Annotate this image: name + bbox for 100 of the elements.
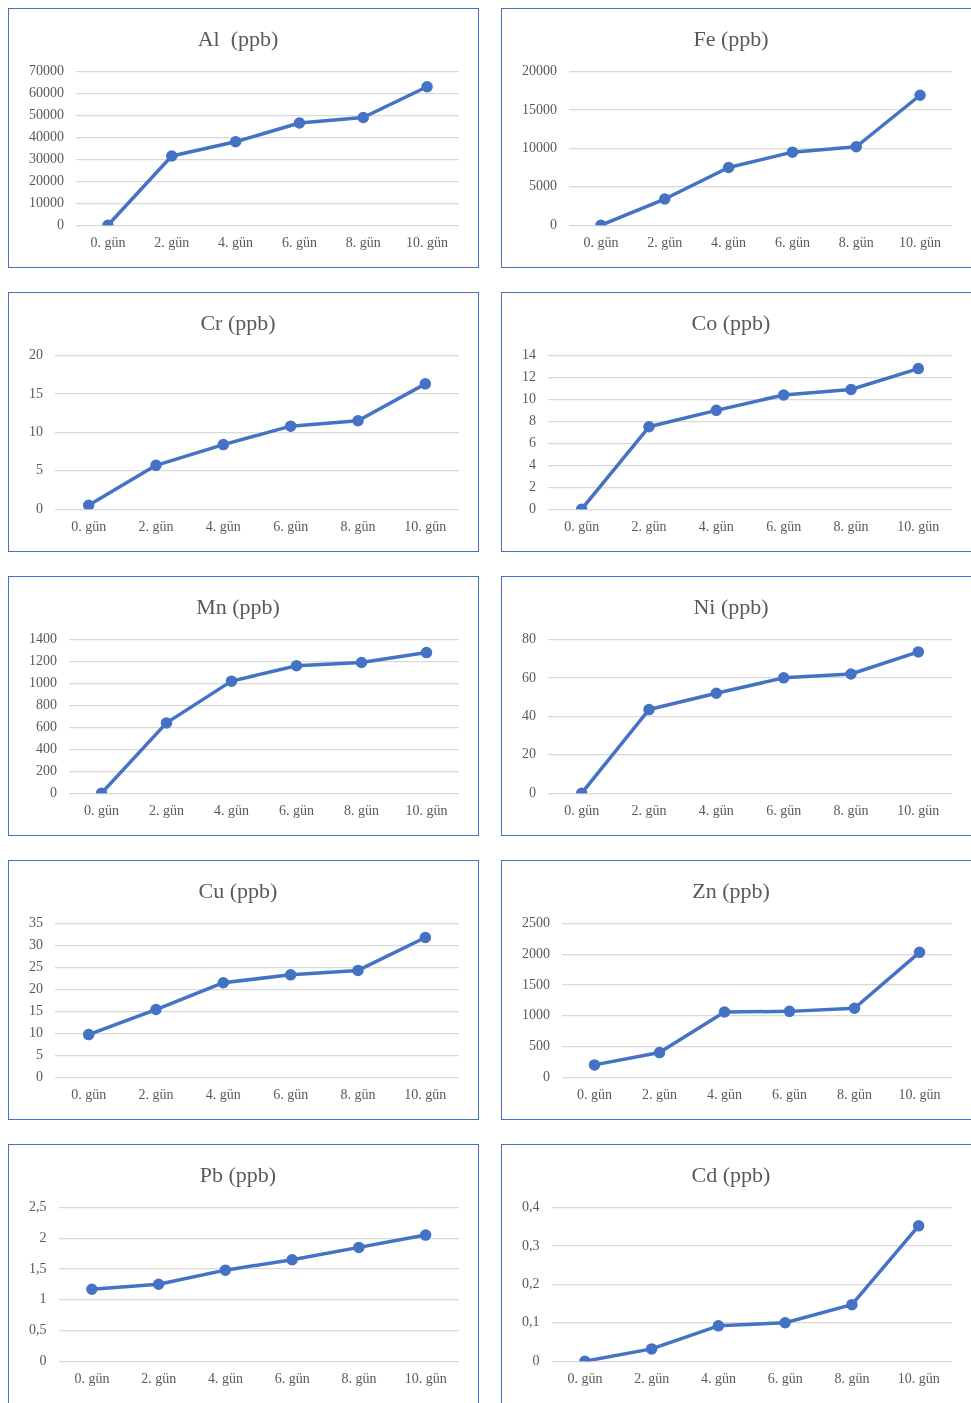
- y-tick-label: 10: [29, 1024, 43, 1040]
- point: [846, 1298, 858, 1311]
- y-tick-label: 8: [529, 412, 536, 428]
- y-tick-label: 0,3: [522, 1237, 540, 1253]
- x-tick-label: 10. gün: [897, 1371, 940, 1387]
- x-tick-label: 6. gün: [281, 235, 317, 251]
- point: [914, 89, 926, 101]
- chart-title: Co (ppb): [691, 309, 771, 335]
- y-tick-label: 20000: [522, 63, 557, 79]
- point: [160, 717, 173, 729]
- y-tick-label: 600: [36, 718, 57, 734]
- x-tick-label: 2. gün: [138, 519, 174, 535]
- point: [912, 362, 925, 375]
- point: [284, 969, 297, 981]
- x-tick-label: 6. gün: [273, 1087, 309, 1103]
- y-tick-label: 1000: [29, 675, 57, 691]
- point: [643, 421, 655, 433]
- y-tick-label: 15: [29, 1002, 43, 1018]
- chart-title: Fe (ppb): [693, 25, 769, 51]
- point: [848, 1002, 861, 1015]
- y-tick-label: 2,5: [29, 1199, 47, 1215]
- y-tick-label: 2: [39, 1229, 47, 1245]
- y-tick-label: 10: [29, 423, 43, 439]
- x-tick-label: 4. gün: [207, 1371, 243, 1387]
- y-tick-label: 2500: [522, 915, 550, 931]
- point: [225, 675, 238, 687]
- x-tick-label: 10. gün: [404, 519, 447, 535]
- point: [653, 1046, 666, 1059]
- y-tick-label: 0: [543, 1068, 550, 1084]
- x-tick-label: 8. gün: [341, 1371, 377, 1387]
- y-tick-label: 20000: [29, 172, 64, 188]
- y-tick-label: 0: [39, 1352, 47, 1368]
- point: [419, 931, 432, 944]
- y-tick-label: 1200: [29, 653, 57, 669]
- y-tick-label: 20: [29, 347, 43, 363]
- point: [217, 438, 230, 451]
- y-tick-label: 60: [522, 669, 536, 685]
- x-tick-label: 10. gün: [406, 235, 449, 251]
- point: [645, 1343, 658, 1355]
- point: [352, 415, 364, 427]
- point: [419, 378, 432, 390]
- y-tick-label: 0,1: [522, 1314, 540, 1330]
- x-tick-label: 10. gün: [405, 803, 448, 819]
- x-tick-label: 10. gün: [404, 1371, 447, 1387]
- point: [779, 1317, 791, 1329]
- y-tick-label: 1000: [522, 1007, 550, 1023]
- y-tick-label: 0: [50, 784, 57, 800]
- y-tick-label: 15000: [522, 101, 557, 117]
- y-tick-label: 0,2: [522, 1275, 540, 1291]
- y-tick-label: 1400: [29, 631, 57, 647]
- x-tick-label: 2. gün: [149, 803, 184, 819]
- point: [352, 964, 364, 977]
- chart-title: Cd (ppb): [691, 1161, 771, 1187]
- point: [783, 1005, 796, 1018]
- y-tick-label: 0: [57, 216, 64, 232]
- x-tick-label: 8. gün: [834, 1371, 870, 1387]
- y-tick-label: 25: [29, 959, 43, 975]
- y-tick-label: 0,4: [522, 1199, 540, 1215]
- x-tick-label: 2. gün: [138, 1087, 174, 1103]
- point: [420, 646, 433, 659]
- x-tick-label: 6. gün: [279, 803, 314, 819]
- x-tick-label: 4. gün: [205, 519, 241, 535]
- x-tick-label: 10. gün: [897, 803, 940, 819]
- point: [219, 1264, 232, 1276]
- y-tick-label: 1500: [522, 976, 550, 992]
- y-tick-label: 0: [532, 1352, 540, 1368]
- x-tick-label: 10. gün: [404, 1087, 447, 1103]
- y-tick-label: 15: [29, 385, 43, 401]
- y-tick-label: 30: [29, 937, 43, 953]
- x-tick-label: 6. gün: [766, 519, 802, 535]
- x-tick-label: 0. gün: [567, 1371, 603, 1387]
- point: [82, 499, 95, 510]
- x-tick-label: 2. gün: [634, 1371, 670, 1387]
- x-tick-label: 0. gün: [74, 1371, 110, 1387]
- point: [421, 81, 433, 93]
- point: [150, 459, 162, 472]
- y-tick-label: 500: [529, 1038, 550, 1054]
- point: [86, 1283, 98, 1295]
- y-tick-label: 80: [522, 631, 536, 647]
- point: [850, 141, 862, 153]
- y-tick-label: 5000: [529, 178, 557, 194]
- point: [722, 161, 735, 174]
- y-tick-label: 50000: [29, 107, 64, 123]
- point: [912, 1220, 925, 1232]
- y-tick-label: 5: [36, 462, 43, 478]
- x-tick-label: 2. gün: [631, 519, 667, 535]
- chart-title: Zn (ppb): [692, 877, 770, 903]
- chart-title: Cr (ppb): [200, 309, 276, 335]
- x-tick-label: 4. gün: [205, 1087, 241, 1103]
- point: [355, 656, 368, 669]
- point: [845, 383, 857, 396]
- x-tick-label: 6. gün: [767, 1371, 803, 1387]
- x-tick-label: 4. gün: [698, 519, 734, 535]
- x-tick-label: 8. gün: [837, 1087, 872, 1103]
- point: [710, 687, 723, 699]
- point: [913, 946, 926, 959]
- chart-title: Pb (ppb): [199, 1161, 277, 1187]
- y-tick-label: 14: [522, 347, 536, 363]
- x-tick-label: 6. gün: [274, 1371, 310, 1387]
- x-tick-label: 0. gün: [564, 803, 600, 819]
